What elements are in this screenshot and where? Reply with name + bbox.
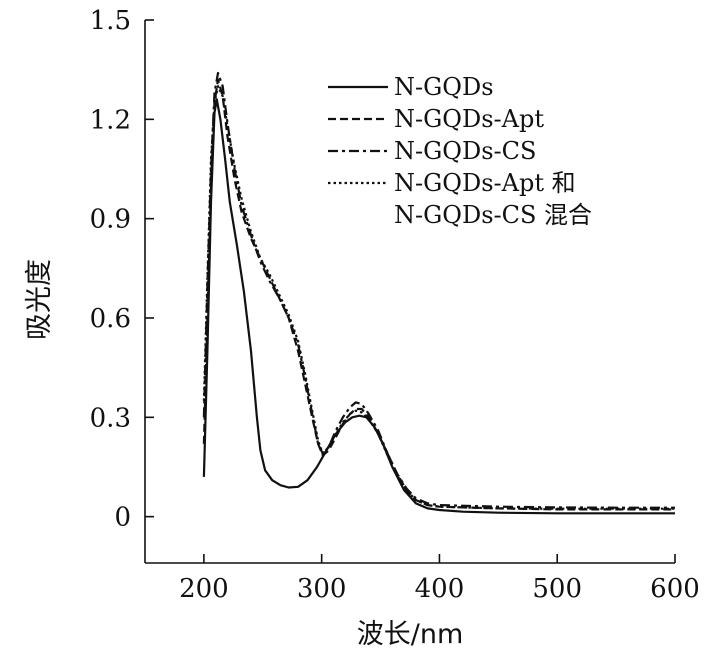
series-line-4 bbox=[202, 85, 675, 510]
series-line-1 bbox=[202, 98, 675, 515]
x-tick-label: 300 bbox=[297, 574, 347, 604]
x-ticks: 200 300 400 500 600 bbox=[179, 554, 700, 604]
y-tick-label: 0.3 bbox=[90, 403, 131, 433]
plot-area bbox=[202, 71, 675, 515]
y-axis-title: 吸光度 bbox=[24, 259, 55, 340]
legend: N-GQDs N-GQDs-Apt N-GQDs-CS N-GQDs-Apt 和 N-G… bbox=[328, 73, 592, 229]
legend-label-4: N-GQDs-Apt 和 N-GQDs-CS 混合 bbox=[394, 169, 592, 229]
legend-label-3: N-GQDs-CS bbox=[394, 137, 536, 165]
x-tick-label: 500 bbox=[532, 574, 582, 604]
x-tick-label: 200 bbox=[179, 574, 229, 604]
y-tick-label: 0.6 bbox=[90, 304, 131, 334]
y-tick-label: 1.5 bbox=[90, 6, 131, 36]
legend-label-2: N-GQDs-Apt bbox=[394, 105, 544, 133]
x-tick-label: 600 bbox=[650, 574, 700, 604]
legend-label-1: N-GQDs bbox=[394, 73, 494, 101]
y-tick-label: 0.9 bbox=[90, 205, 131, 235]
axes bbox=[144, 20, 675, 564]
y-tick-label: 0 bbox=[114, 503, 131, 533]
y-ticks: 0 0.3 0.6 0.9 1.2 1.5 bbox=[90, 6, 154, 533]
y-tick-label: 1.2 bbox=[90, 105, 131, 135]
x-axis-title: 波长/nm bbox=[357, 619, 464, 650]
x-tick-label: 400 bbox=[415, 574, 465, 604]
